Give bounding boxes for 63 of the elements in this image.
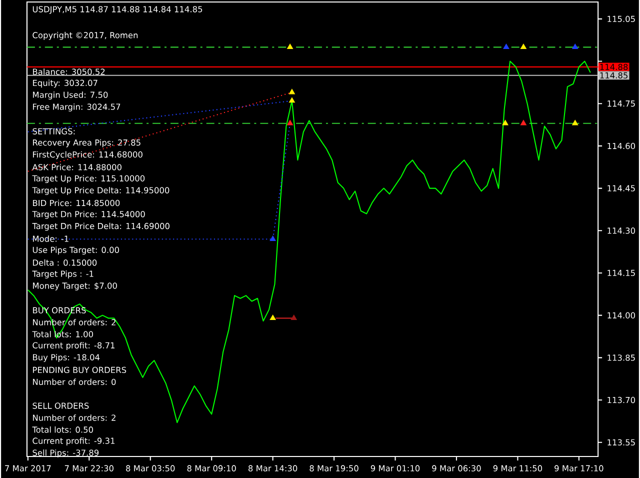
chart-title: USDJPY,M5 114.87 114.88 114.84 114.85 <box>32 6 202 14</box>
y-tick-label: 114.15 <box>608 270 635 276</box>
point <box>290 314 297 320</box>
y-tick-label: 113.70 <box>608 396 636 403</box>
x-tick-label: 7 Mar 22:30 <box>64 464 114 472</box>
annotation: Free Margin: 3024.57 <box>33 103 120 112</box>
y-tick-label: 114.30 <box>608 227 636 234</box>
y-tick-label: 114.00 <box>608 312 636 318</box>
x-tick-label: 9 Mar 01:10 <box>370 464 420 472</box>
point <box>288 97 295 102</box>
annotation: PENDING BUY ORDERS <box>33 366 126 373</box>
point <box>520 120 526 126</box>
x-tick-label: 8 Mar 03:50 <box>126 464 175 472</box>
x-tick-label: 7 Mar 2017 <box>5 464 51 472</box>
ref-line-label: 114.88 <box>600 64 628 70</box>
annotation: SELL ORDERS <box>32 402 89 409</box>
annotation: Target Up Price Delta: 114.95000 <box>32 186 170 195</box>
x-tick-label: 9 Mar 06:30 <box>432 464 481 472</box>
point <box>288 88 295 94</box>
point <box>503 44 510 49</box>
annotation: Number of orders: 0 <box>33 378 116 385</box>
annotation: Balance: 3050.52 <box>33 68 105 75</box>
annotation: Sell Pips: -37.89 <box>32 449 99 458</box>
annotation: Money Target: $7.00 <box>33 282 117 290</box>
annotation: Target Pips : -1 <box>32 270 94 278</box>
annotation: Use Pips Target: 0.00 <box>32 246 119 254</box>
point <box>270 235 276 241</box>
annotation: Total lots: 0.50 <box>32 426 93 433</box>
y-tick-label: 115.05 <box>608 16 635 22</box>
y-tick-label: 114.75 <box>608 100 635 106</box>
y-tick-label: 113.85 <box>608 354 635 361</box>
annotation: Current profit: -9.31 <box>32 437 115 446</box>
annotation: Number of orders: 2 <box>33 414 116 421</box>
point <box>502 120 508 126</box>
annotation: Buy Pips: -18.04 <box>33 354 100 362</box>
x-tick-label: 8 Mar 19:50 <box>310 464 358 472</box>
point <box>520 44 526 49</box>
x-tick-label: 8 Mar 14:30 <box>248 464 298 472</box>
ref-line-label: 114.85 <box>600 72 628 78</box>
line-series <box>27 60 591 423</box>
annotation: Delta : 0.15000 <box>33 259 97 266</box>
point <box>572 120 578 126</box>
annotation: Equity: 3032.07 <box>33 79 98 88</box>
point <box>270 314 276 320</box>
annotation: Current profit: -8.71 <box>32 342 115 350</box>
annotation: Copyright ©2017, Romen <box>32 32 138 40</box>
annotation: Recovery Area Pips: 27.85 <box>33 139 140 148</box>
x-tick-label: 9 Mar 17:10 <box>554 464 604 472</box>
x-tick-label: 8 Mar 09:10 <box>187 464 236 472</box>
point <box>572 44 578 49</box>
annotation: Target Dn Price Delta: 114.69000 <box>32 222 170 231</box>
annotation: Mode: -1 <box>33 235 68 242</box>
y-tick-label: 113.55 <box>608 439 635 446</box>
y-tick-label: 114.60 <box>608 142 636 149</box>
point <box>287 120 294 126</box>
annotation: SETTINGS: <box>32 128 75 134</box>
annotation: Margin Used: 7.50 <box>33 91 108 100</box>
annotation: BID Price: 114.85000 <box>33 200 120 206</box>
point <box>287 44 294 49</box>
annotation: Target Dn Price: 114.54000 <box>32 210 145 219</box>
x-tick-label: 9 Mar 11:50 <box>493 464 542 472</box>
y-tick-label: 114.45 <box>608 185 635 192</box>
annotation: Target Up Price: 115.10000 <box>32 174 145 183</box>
